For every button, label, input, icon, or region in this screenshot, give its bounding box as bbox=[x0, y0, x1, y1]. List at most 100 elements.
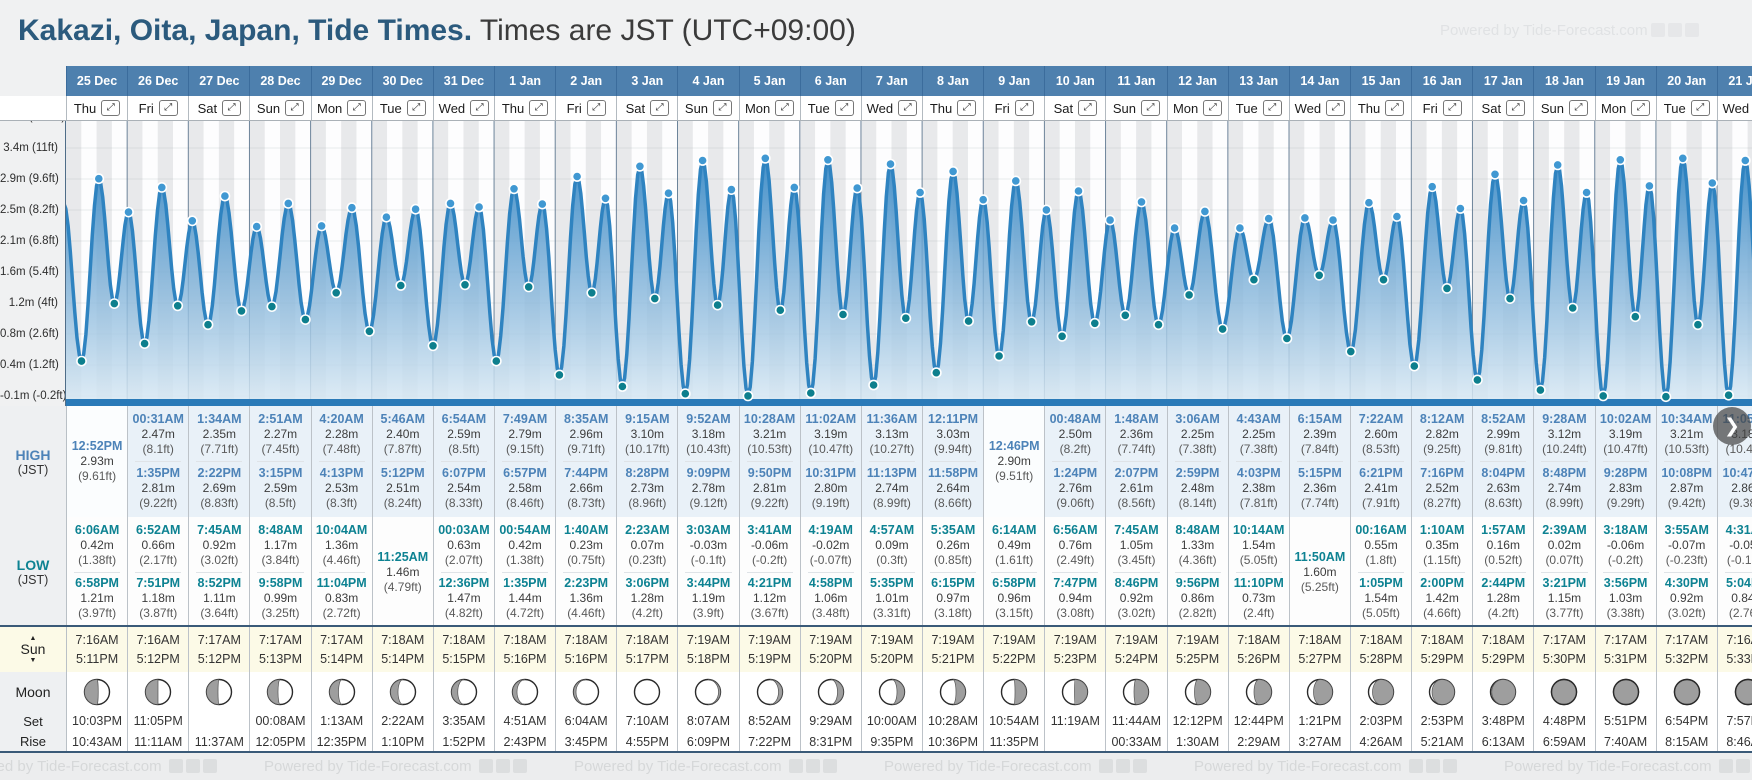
sun-times-cell: 7:19AM 5:18PM bbox=[677, 627, 739, 672]
tide-time: 6:58PM bbox=[992, 576, 1037, 591]
tide-time: 2:07PM bbox=[1114, 466, 1159, 480]
expand-day-icon[interactable]: ⤢ bbox=[1569, 100, 1589, 116]
tide-height-m: 0.92m bbox=[202, 537, 237, 552]
sunset-time: 5:12PM bbox=[197, 651, 241, 666]
high-tide-entry: 10:31PM 2.80m (9.19ft) bbox=[801, 466, 861, 511]
expand-day-icon[interactable]: ⤢ bbox=[713, 100, 733, 116]
tide-height-ft: (8.56ft) bbox=[1117, 496, 1156, 510]
expand-day-icon[interactable]: ⤢ bbox=[650, 100, 670, 116]
expand-day-icon[interactable]: ⤢ bbox=[1014, 100, 1034, 116]
tide-height-m: 1.01m bbox=[875, 591, 909, 606]
sunset-time: 5:18PM bbox=[686, 651, 731, 666]
tide-time: 9:28AM bbox=[1542, 412, 1587, 426]
moonset-row-label: Set bbox=[0, 711, 67, 731]
tide-height-m: -0.06m bbox=[750, 537, 789, 552]
tide-height-ft: (9.15ft) bbox=[506, 442, 545, 456]
date-header-31-dec: 31 Dec bbox=[432, 66, 494, 96]
moonset-time-cell: 2:22AM bbox=[371, 711, 433, 731]
high-tide-entry: 6:15AM 2.39m (7.84ft) bbox=[1290, 412, 1350, 457]
high-tz-label: (JST) bbox=[17, 462, 49, 477]
moonset-time-cell: 4:51AM bbox=[493, 711, 556, 731]
expand-day-icon[interactable]: ⤢ bbox=[347, 100, 367, 116]
sun-times-cell: 7:19AM 5:20PM bbox=[799, 627, 861, 672]
low-tide-cell: 7:45AM 0.92m (3.02ft) 8:52PM 1.11m (3.64ft) bbox=[188, 517, 250, 627]
moon-phase-icon bbox=[756, 678, 783, 705]
entry-divider bbox=[807, 571, 854, 573]
high-tide-entry: 00:48AM 2.50m (8.2ft) bbox=[1045, 412, 1105, 457]
moonset-time-cell: 1:13AM bbox=[310, 711, 372, 731]
tide-height-m: 2.35m bbox=[202, 427, 237, 441]
tide-time: 10:02AM bbox=[1599, 412, 1652, 426]
low-row-label: LOW (JST) bbox=[0, 517, 67, 627]
expand-day-icon[interactable]: ⤢ bbox=[285, 100, 305, 116]
sunset-time: 5:32PM bbox=[1665, 651, 1709, 666]
sunrise-time: 7:19AM bbox=[1053, 632, 1097, 647]
high-tide-entry: 9:28AM 3.12m (10.24ft) bbox=[1534, 412, 1594, 457]
high-tide-entry: 11:58PM 2.64m (8.66ft) bbox=[923, 466, 983, 511]
tide-height-ft: (9.38ft) bbox=[1728, 496, 1752, 510]
sunrise-time: 7:19AM bbox=[686, 632, 731, 647]
high-tide-entry: 9:15AM 3.10m (10.17ft) bbox=[617, 412, 677, 457]
expand-day-icon[interactable]: ⤢ bbox=[1442, 100, 1462, 116]
expand-day-icon[interactable]: ⤢ bbox=[406, 100, 426, 116]
tide-time: 1:05PM bbox=[1359, 576, 1403, 591]
tide-time: 1:57AM bbox=[1481, 522, 1526, 537]
expand-day-icon[interactable]: ⤢ bbox=[1262, 100, 1282, 116]
tide-time: 00:16AM bbox=[1355, 522, 1407, 537]
weekday-cell: Tue ⤢ bbox=[371, 96, 433, 120]
tide-height-ft: (0.3ft) bbox=[876, 552, 908, 567]
expand-day-icon[interactable]: ⤢ bbox=[834, 100, 854, 116]
tide-height-m: 3.12m bbox=[1547, 427, 1582, 441]
expand-day-icon[interactable]: ⤢ bbox=[1078, 100, 1098, 116]
entry-divider bbox=[929, 571, 977, 573]
tide-height-m: 2.40m bbox=[386, 427, 420, 441]
low-tide-cell: 4:57AM 0.09m (0.3ft) 5:35PM 1.01m (3.31ft) bbox=[860, 517, 922, 627]
high-tide-entry: 10:28AM 3.21m (10.53ft) bbox=[740, 412, 800, 457]
expand-day-icon[interactable]: ⤢ bbox=[101, 100, 121, 116]
sunrise-time: 7:19AM bbox=[1114, 632, 1158, 647]
moonrise-time-cell: 9:35PM bbox=[860, 731, 922, 752]
weekday-cell: Sun ⤢ bbox=[249, 96, 310, 120]
expand-day-icon[interactable]: ⤢ bbox=[1326, 100, 1346, 116]
date-header-7-jan: 7 Jan bbox=[860, 66, 922, 96]
expand-day-icon[interactable]: ⤢ bbox=[586, 100, 606, 116]
expand-day-icon[interactable]: ⤢ bbox=[158, 100, 178, 116]
expand-day-icon[interactable]: ⤢ bbox=[1141, 100, 1161, 116]
weekday-label: Sun bbox=[1540, 100, 1565, 116]
expand-day-icon[interactable]: ⤢ bbox=[1385, 100, 1405, 116]
tide-time: 2:51AM bbox=[258, 412, 303, 426]
low-tide-cell: 4:19AM -0.02m (-0.07ft) 4:58PM 1.06m (3.48ft) bbox=[799, 517, 861, 627]
expand-day-icon[interactable]: ⤢ bbox=[1631, 100, 1651, 116]
tide-time: 2:23PM bbox=[564, 576, 609, 591]
tide-time: 1:35PM bbox=[136, 466, 181, 480]
expand-day-icon[interactable]: ⤢ bbox=[529, 100, 549, 116]
sunset-arrow-icon: ▼ bbox=[29, 657, 37, 664]
expand-day-icon[interactable]: ⤢ bbox=[898, 100, 918, 116]
tide-height-ft: (3.02ft) bbox=[1667, 606, 1706, 621]
expand-day-icon[interactable]: ⤢ bbox=[1690, 100, 1710, 116]
tide-time: 3:18AM bbox=[1603, 522, 1648, 537]
tide-height-ft: (9.12ft) bbox=[689, 496, 728, 510]
expand-day-icon[interactable]: ⤢ bbox=[1203, 100, 1223, 116]
tide-height-m: 2.74m bbox=[1547, 481, 1582, 495]
expand-day-icon[interactable]: ⤢ bbox=[470, 100, 490, 116]
tide-height-m: 2.90m bbox=[997, 454, 1031, 468]
next-days-button[interactable]: ❯ bbox=[1713, 407, 1751, 445]
high-tide-cell: 9:15AM 3.10m (10.17ft) 8:28PM 2.73m (8.96ft) bbox=[616, 406, 678, 517]
high-tide-cell: 8:35AM 2.96m (9.71ft) 7:44PM 2.66m (8.73ft) bbox=[555, 406, 617, 517]
tide-height-ft: (4.66ft) bbox=[1423, 606, 1462, 621]
expand-day-icon[interactable]: ⤢ bbox=[1506, 100, 1526, 116]
tide-height-m: -0.05m bbox=[1729, 537, 1752, 552]
tide-time: 5:35PM bbox=[870, 576, 914, 591]
tide-time: 12:11PM bbox=[928, 412, 979, 426]
entry-divider bbox=[1052, 461, 1099, 462]
high-tide-cell: 12:52PM 2.93m (9.61ft) bbox=[66, 406, 128, 517]
expand-day-icon[interactable]: ⤢ bbox=[222, 100, 242, 116]
moon-phase-cell bbox=[1472, 672, 1534, 711]
low-tide-cell: 00:54AM 0.42m (1.38ft) 1:35PM 1.44m (4.72ft) bbox=[493, 517, 556, 627]
tide-height-ft: (9.61ft) bbox=[78, 469, 117, 483]
tide-height-ft: (3.77ft) bbox=[1545, 606, 1584, 621]
low-tide-entry: 9:58PM 0.99m (3.25ft) bbox=[250, 576, 310, 621]
expand-day-icon[interactable]: ⤢ bbox=[775, 100, 795, 116]
expand-day-icon[interactable]: ⤢ bbox=[957, 100, 977, 116]
